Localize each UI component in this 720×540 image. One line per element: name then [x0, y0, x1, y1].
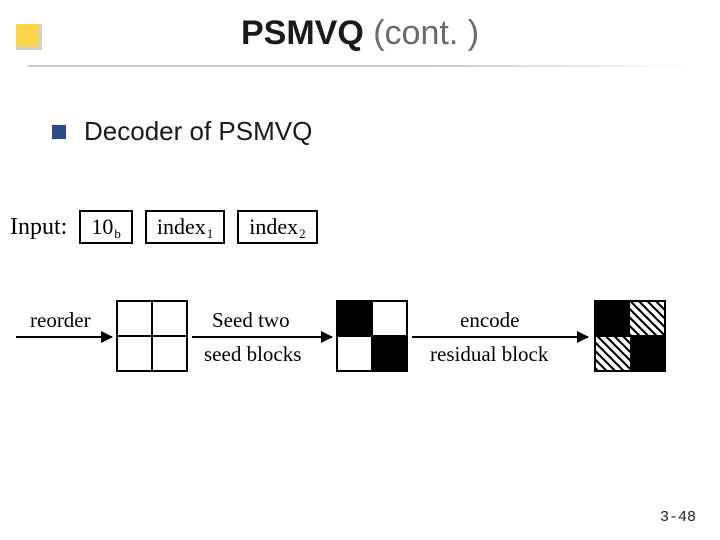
- grid-residual-tl: [596, 302, 630, 336]
- arrow-seed: [192, 336, 332, 338]
- input-box-1-text: index: [157, 216, 206, 238]
- title-area: PSMVQ (cont. ): [0, 0, 720, 80]
- grid-residual-bl: [596, 336, 630, 370]
- input-box-1-sub: 1: [207, 227, 214, 240]
- bullet-icon: [52, 125, 66, 139]
- input-box-2-text: index: [249, 216, 298, 238]
- input-box-0: 10b: [79, 210, 133, 244]
- title-underline: [28, 65, 694, 67]
- label-seed-bottom: seed blocks: [204, 342, 301, 367]
- bullet-row: Decoder of PSMVQ: [52, 116, 312, 147]
- grid-seed-br: [372, 336, 406, 370]
- page-number: 3-48: [660, 509, 696, 526]
- input-box-0-text: 10: [91, 216, 113, 238]
- grid-residual-br: [630, 336, 664, 370]
- input-box-2: index2: [237, 210, 317, 244]
- label-encode-top: encode: [460, 308, 519, 333]
- input-box-0-sub: b: [114, 227, 121, 240]
- label-reorder-top: reorder: [30, 308, 91, 333]
- input-box-1: index1: [145, 210, 225, 244]
- bullet-text: Decoder of PSMVQ: [84, 116, 312, 147]
- flow-row: reorder Seed two seed blocks encode resi…: [16, 298, 716, 408]
- arrow-encode: [412, 336, 588, 338]
- label-seed-top: Seed two: [212, 308, 290, 333]
- grid-residual: [594, 300, 666, 372]
- label-encode-bottom: residual block: [430, 342, 548, 367]
- grid-seed: [336, 300, 408, 372]
- input-row: Input: 10b index1 index2: [10, 210, 318, 244]
- input-box-2-sub: 2: [299, 227, 306, 240]
- input-label: Input:: [10, 214, 67, 241]
- title-main: PSMVQ: [241, 14, 364, 52]
- grid-seed-tl: [338, 302, 372, 336]
- grid-empty: [116, 300, 188, 372]
- slide-title: PSMVQ (cont. ): [0, 14, 720, 53]
- grid-residual-tr: [630, 302, 664, 336]
- decoder-diagram: Input: 10b index1 index2 reorder Seed tw…: [0, 210, 720, 410]
- title-cont: (cont. ): [364, 14, 479, 52]
- arrow-reorder: [16, 336, 112, 338]
